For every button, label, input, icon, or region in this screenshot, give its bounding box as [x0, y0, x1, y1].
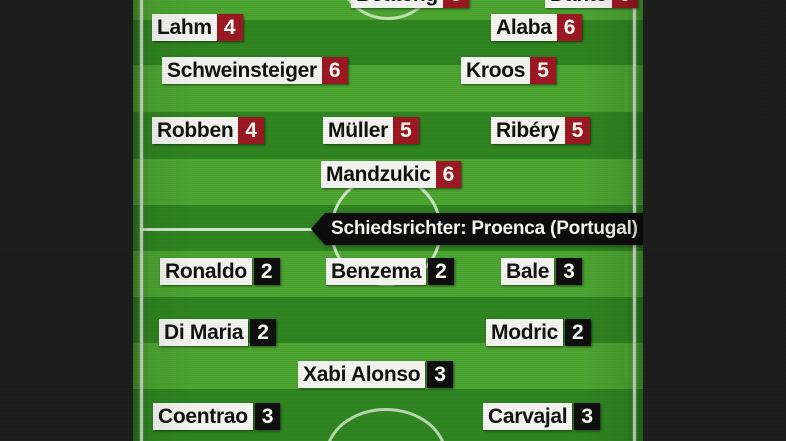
player-tag-robben[interactable]: Robben 4 — [152, 116, 265, 144]
player-rating: 5 — [530, 56, 556, 84]
player-name: Ronaldo — [160, 257, 252, 285]
player-name: Schweinsteiger — [162, 56, 322, 84]
player-name: Benzema — [326, 257, 427, 285]
player-tag-di-maria[interactable]: Di Maria 2 — [159, 318, 276, 346]
player-rating: 6 — [611, 0, 638, 8]
player-tag-lahm[interactable]: Lahm 4 — [152, 13, 243, 41]
player-rating: 5 — [393, 116, 419, 144]
player-rating: 6 — [556, 13, 583, 41]
player-name: Müller — [323, 116, 394, 144]
player-name: Dante — [545, 0, 612, 8]
referee-banner: Schiedsrichter: Proenca (Portugal) 3 — [311, 213, 643, 245]
player-tag-coentrao[interactable]: Coentrao 3 — [153, 402, 281, 430]
player-rating: 2 — [428, 257, 454, 285]
player-tag-mandzukic[interactable]: Mandzukic 6 — [321, 160, 462, 188]
player-tag-m-ller[interactable]: Müller 5 — [323, 116, 419, 144]
player-rating: 6 — [321, 56, 348, 84]
player-name: Alaba — [491, 13, 557, 41]
player-rating: 2 — [253, 257, 280, 285]
player-tag-bale[interactable]: Bale 3 — [501, 257, 582, 285]
player-tag-ronaldo[interactable]: Ronaldo 2 — [160, 257, 280, 285]
referee-label: Schiedsrichter: Proenca (Portugal) 3 — [331, 218, 643, 239]
player-tag-carvajal[interactable]: Carvajal 3 — [483, 402, 601, 430]
player-name: Bale — [501, 257, 555, 285]
player-rating: 3 — [254, 402, 281, 430]
player-rating: 3 — [427, 360, 453, 388]
player-name: Di Maria — [159, 318, 249, 346]
player-tag-xabi-alonso[interactable]: Xabi Alonso 3 — [298, 360, 453, 388]
football-pitch: Boateng6Dante6Lahm4Alaba6Schweinsteiger6… — [133, 0, 643, 441]
player-name: Ribéry — [491, 116, 565, 144]
player-rating: 3 — [556, 257, 582, 285]
player-tag-boateng[interactable]: Boateng6 — [351, 0, 469, 8]
player-tag-modric[interactable]: Modric 2 — [486, 318, 591, 346]
player-rating: 2 — [250, 318, 276, 346]
player-name: Modric — [486, 318, 564, 346]
player-tag-benzema[interactable]: Benzema 2 — [326, 257, 454, 285]
player-name: Carvajal — [483, 402, 573, 430]
player-name: Mandzukic — [321, 160, 436, 188]
player-name: Kroos — [461, 56, 531, 84]
player-tag-schweinsteiger[interactable]: Schweinsteiger 6 — [162, 56, 348, 84]
player-name: Lahm — [152, 13, 217, 41]
player-tag-dante[interactable]: Dante6 — [545, 0, 638, 8]
player-name: Robben — [152, 116, 239, 144]
referee-banner-body: Schiedsrichter: Proenca (Portugal) 3 — [311, 213, 643, 245]
player-name: Xabi Alonso — [298, 360, 426, 388]
player-rating: 4 — [216, 13, 243, 41]
player-tag-alaba[interactable]: Alaba 6 — [491, 13, 583, 41]
player-tag-kroos[interactable]: Kroos 5 — [461, 56, 556, 84]
player-rating: 4 — [238, 116, 265, 144]
pitch-sideline-left — [140, 0, 143, 441]
player-name: Coentrao — [153, 402, 253, 430]
player-rating: 3 — [574, 402, 601, 430]
player-tag-rib-ry[interactable]: Ribéry 5 — [491, 116, 591, 144]
player-rating: 6 — [435, 160, 462, 188]
player-rating: 5 — [564, 116, 591, 144]
player-name: Boateng — [351, 0, 443, 8]
player-rating: 2 — [565, 318, 591, 346]
player-rating: 6 — [442, 0, 469, 8]
